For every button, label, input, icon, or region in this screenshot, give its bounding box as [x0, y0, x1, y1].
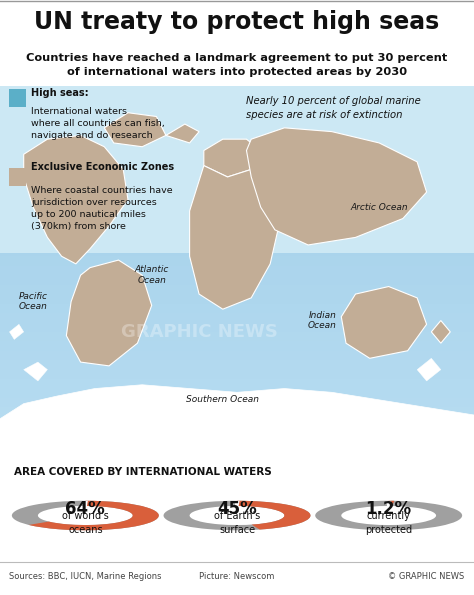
Bar: [0, 294, 474, 303]
Wedge shape: [29, 501, 159, 530]
Bar: [0, 124, 474, 133]
Bar: [0, 284, 474, 294]
Bar: [0, 426, 474, 436]
Text: Southern Ocean: Southern Ocean: [186, 395, 259, 405]
Text: GRAPHIC NEWS: GRAPHIC NEWS: [121, 323, 277, 341]
Text: Arctic Ocean: Arctic Ocean: [350, 203, 408, 212]
Bar: [0, 445, 474, 455]
Bar: [0, 303, 474, 313]
Bar: [0, 152, 474, 162]
Bar: [0, 133, 474, 143]
Polygon shape: [204, 139, 261, 177]
Polygon shape: [9, 324, 24, 339]
Text: of world's
oceans: of world's oceans: [62, 511, 109, 535]
Polygon shape: [431, 321, 450, 343]
Bar: [0, 200, 474, 209]
Wedge shape: [315, 501, 462, 530]
Bar: [0, 351, 474, 360]
Bar: [0, 369, 474, 379]
Polygon shape: [417, 358, 441, 381]
Bar: [0, 190, 474, 200]
Bar: [0, 256, 474, 266]
Bar: [0, 228, 474, 237]
Bar: [0, 360, 474, 369]
Bar: [0, 266, 474, 275]
Bar: [0, 455, 474, 464]
Wedge shape: [237, 501, 310, 530]
Wedge shape: [12, 501, 159, 530]
Bar: [0, 218, 474, 228]
Text: UN treaty to protect high seas: UN treaty to protect high seas: [35, 10, 439, 35]
Text: International waters
where all countries can fish,
navigate and do research: International waters where all countries…: [31, 107, 164, 140]
Polygon shape: [166, 124, 199, 143]
Bar: [0, 171, 474, 181]
Bar: [0, 162, 474, 171]
Wedge shape: [83, 501, 88, 506]
Text: Countries have reached a landmark agreement to put 30 percent
of international w: Countries have reached a landmark agreem…: [27, 54, 447, 77]
Text: AREA COVERED BY INTERNATIONAL WATERS: AREA COVERED BY INTERNATIONAL WATERS: [14, 467, 272, 477]
Bar: [0, 86, 474, 252]
Text: Picture: Newscom: Picture: Newscom: [199, 572, 275, 581]
Text: Exclusive Economic Zones: Exclusive Economic Zones: [31, 162, 174, 172]
Text: © GRAPHIC NEWS: © GRAPHIC NEWS: [388, 572, 465, 581]
Polygon shape: [24, 362, 47, 381]
Bar: [0, 379, 474, 389]
Bar: [0, 115, 474, 124]
Text: Indian
Ocean: Indian Ocean: [308, 311, 337, 330]
Bar: [0, 313, 474, 322]
Bar: [0, 96, 474, 105]
Bar: [9, 168, 26, 186]
Bar: [0, 275, 474, 284]
Text: currently
protected: currently protected: [365, 511, 412, 535]
Bar: [0, 389, 474, 398]
Bar: [0, 209, 474, 218]
Polygon shape: [246, 128, 427, 245]
Polygon shape: [341, 287, 427, 358]
Bar: [0, 332, 474, 342]
Wedge shape: [389, 501, 394, 506]
Bar: [0, 408, 474, 417]
Bar: [0, 322, 474, 332]
Bar: [0, 237, 474, 247]
Wedge shape: [164, 501, 310, 530]
Bar: [0, 247, 474, 256]
Text: High seas:: High seas:: [31, 88, 89, 98]
Text: Where coastal countries have
jurisdiction over resources
up to 200 nautical mile: Where coastal countries have jurisdictio…: [31, 186, 173, 231]
Polygon shape: [24, 136, 128, 264]
Text: Pacific
Ocean: Pacific Ocean: [18, 292, 48, 311]
Text: Sources: BBC, IUCN, Marine Regions: Sources: BBC, IUCN, Marine Regions: [9, 572, 162, 581]
Text: 1.2%: 1.2%: [365, 500, 412, 518]
Polygon shape: [190, 165, 280, 309]
Text: Nearly 10 percent of global marine
species are at risk of extinction: Nearly 10 percent of global marine speci…: [246, 96, 421, 120]
Text: 45%: 45%: [217, 500, 257, 518]
Text: Atlantic
Ocean: Atlantic Ocean: [135, 265, 169, 285]
Bar: [0, 417, 474, 426]
Polygon shape: [0, 385, 474, 464]
Bar: [0, 398, 474, 408]
Wedge shape: [235, 501, 239, 506]
Text: of Earth's
surface: of Earth's surface: [214, 511, 260, 535]
Bar: [0, 105, 474, 115]
Bar: [0, 143, 474, 152]
Bar: [9, 89, 26, 107]
Polygon shape: [66, 260, 152, 366]
Bar: [0, 436, 474, 445]
Polygon shape: [104, 112, 166, 147]
Wedge shape: [386, 501, 391, 506]
Bar: [0, 86, 474, 96]
Bar: [0, 342, 474, 350]
Bar: [0, 181, 474, 190]
Text: 64%: 64%: [65, 500, 105, 518]
